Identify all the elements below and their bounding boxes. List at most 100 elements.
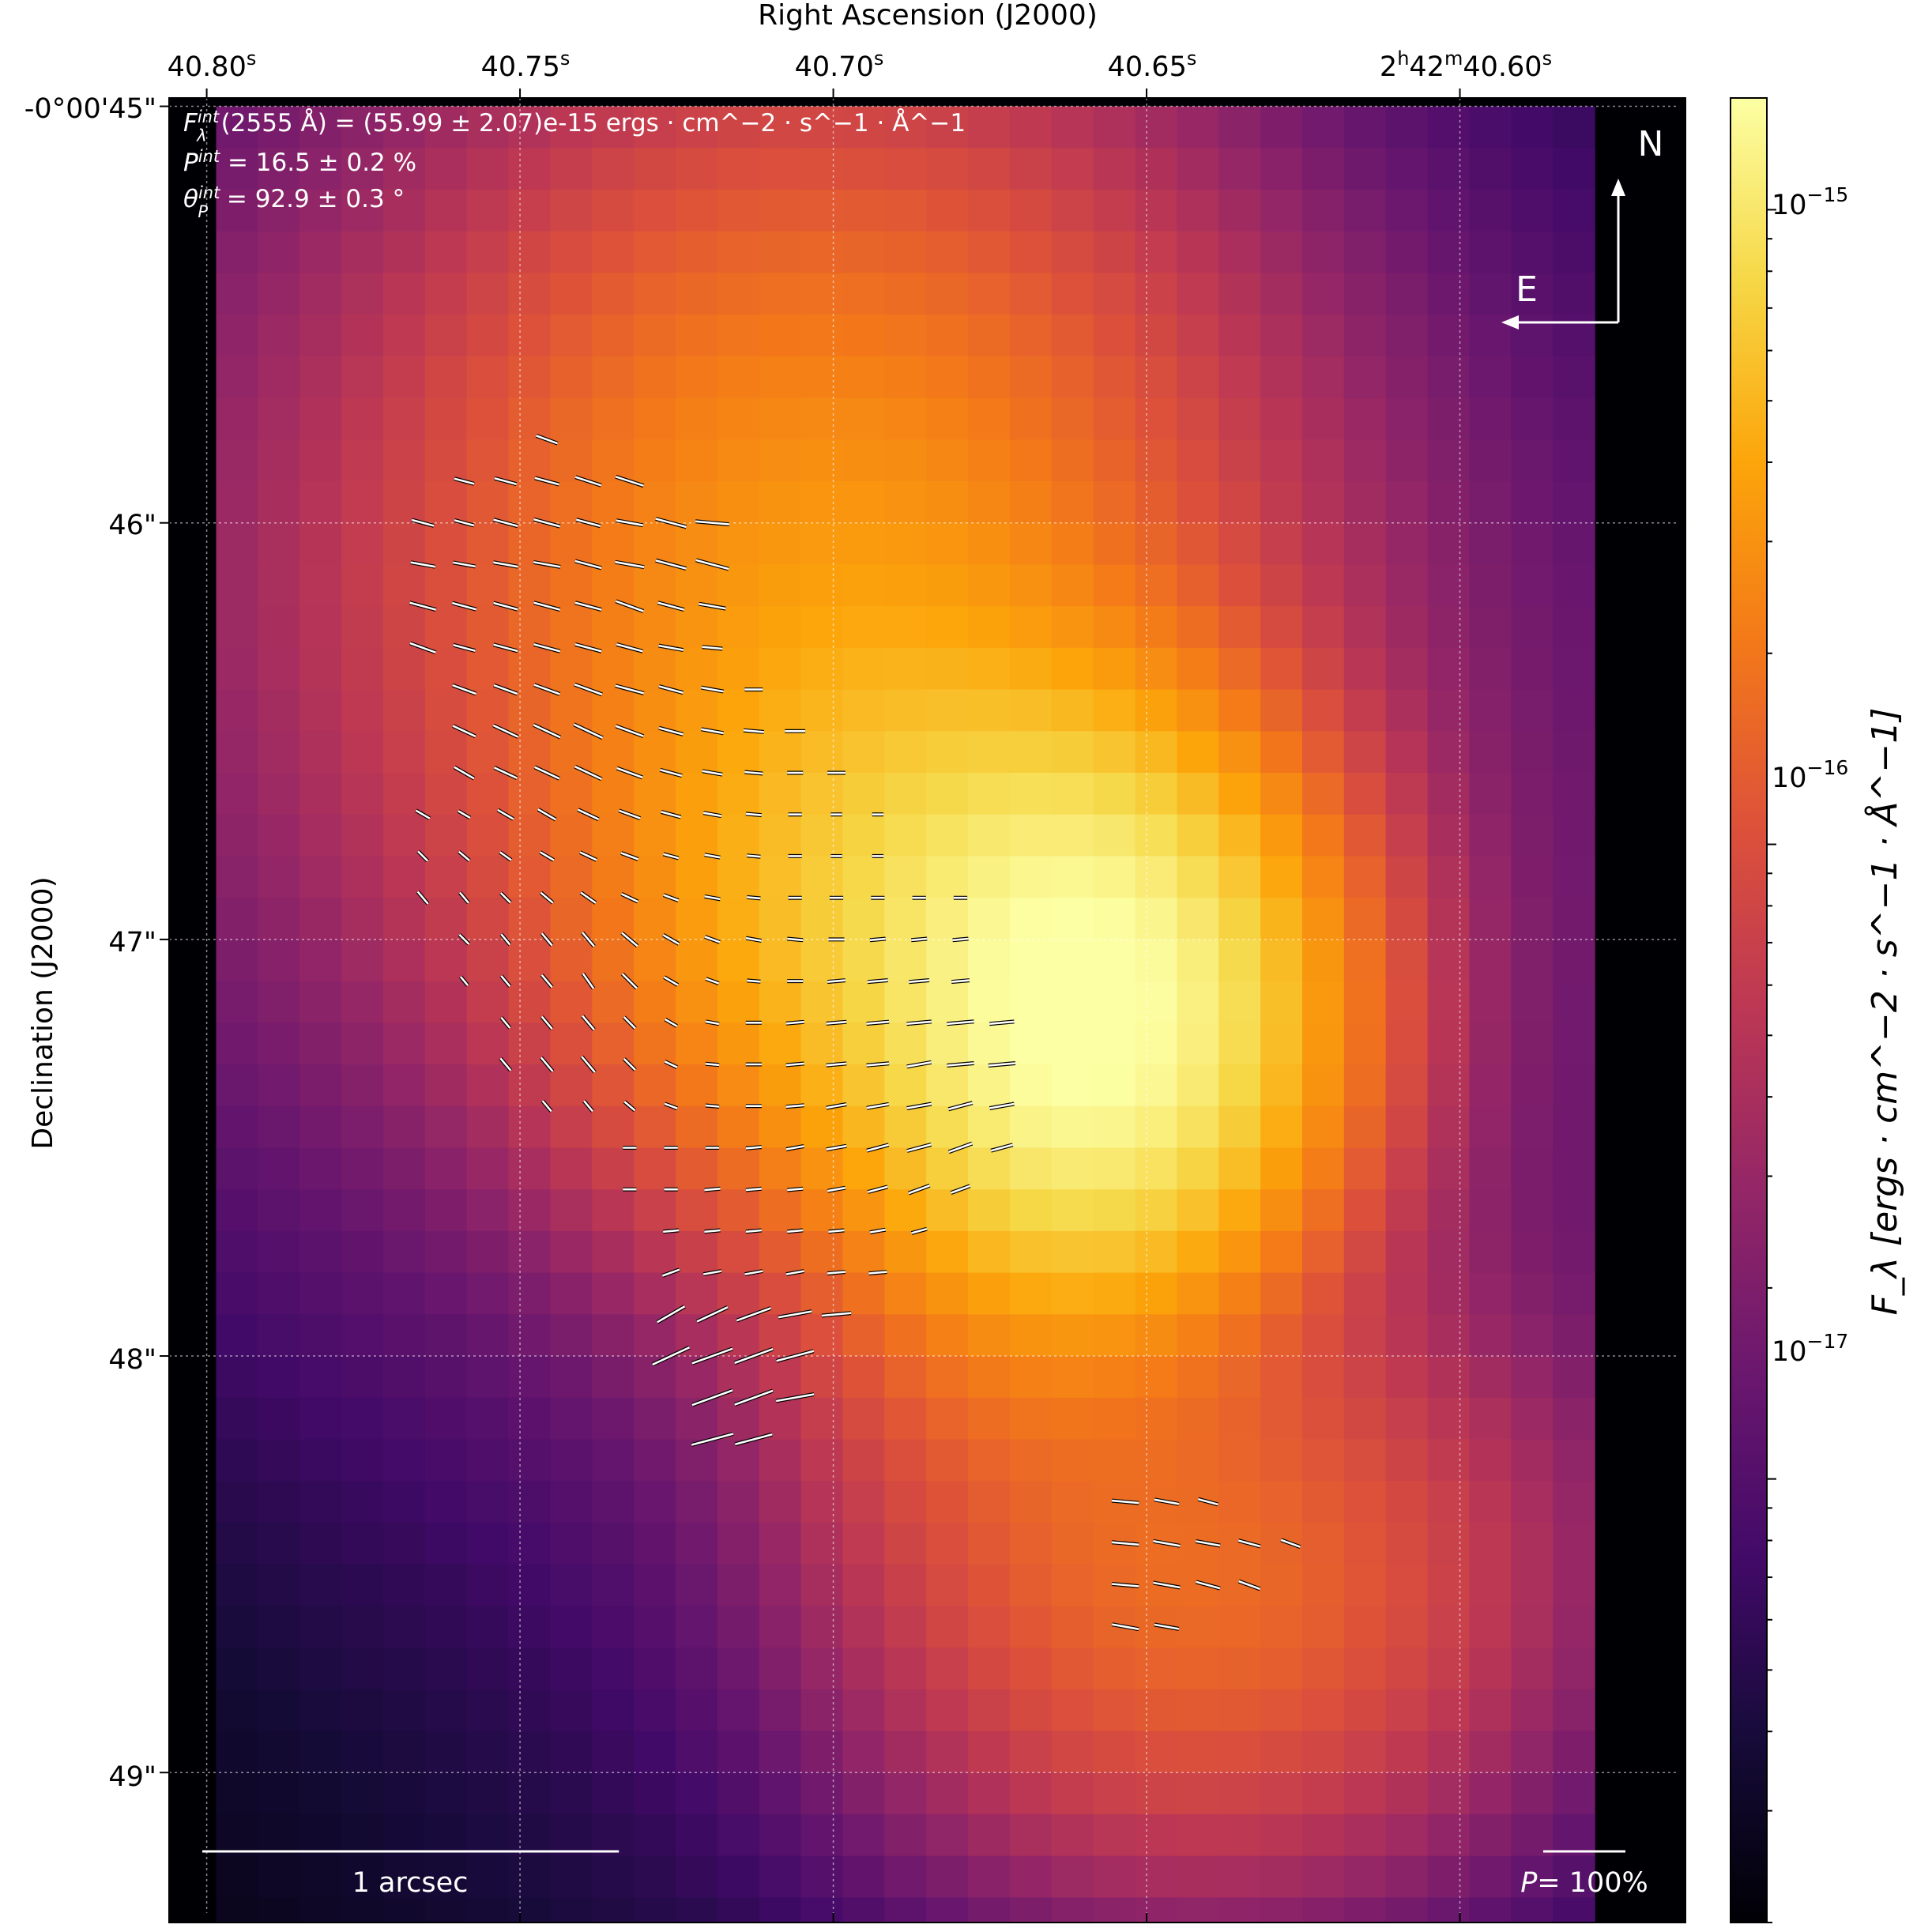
polarization-vector [1111,1583,1139,1587]
flux-pixel [424,106,468,149]
flux-pixel [1093,1230,1136,1274]
flux-pixel [382,1439,426,1482]
flux-pixel [382,1648,426,1690]
flux-pixel [299,981,342,1023]
flux-pixel [800,1689,844,1732]
flux-pixel [676,356,718,399]
flux-pixel [466,273,510,315]
flux-pixel [968,1731,1011,1773]
flux-pixel [592,1731,635,1773]
polarization-vector [453,561,476,568]
polarization-vector [701,686,724,693]
flux-pixel [299,1314,342,1357]
flux-pixel [968,1564,1011,1606]
flux-pixel [1302,981,1345,1023]
flux-pixel [550,190,593,232]
flux-pixel [508,273,551,315]
flux-pixel [466,564,510,607]
flux-pixel [1093,273,1136,315]
polarization-vectors [409,434,1301,1632]
flux-pixel [1093,1439,1136,1482]
flux-pixel [341,1272,384,1315]
flux-heatmap [216,106,1595,1923]
flux-pixel [1385,1481,1429,1523]
flux-pixel [1385,939,1429,982]
flux-pixel [1260,689,1303,732]
flux-pixel [1093,190,1136,232]
flux-pixel [1302,522,1345,565]
flux-pixel [1177,1272,1219,1315]
flux-pixel [800,1397,844,1441]
flux-pixel [800,273,844,315]
flux-pixel [1469,1813,1512,1857]
flux-pixel [216,1772,258,1815]
flux-pixel [550,856,593,898]
flux-pixel [926,231,969,273]
colorbar-frame [1730,97,1768,1923]
flux-pixel [550,1230,593,1274]
flux-pixel [1511,1147,1554,1190]
flux-pixel [424,1897,468,1923]
x-tick-label: 40.75s [481,47,571,83]
flux-pixel [968,1606,1011,1648]
flux-pixel [258,1897,300,1923]
flux-pixel [884,481,927,524]
polarization-vector [499,1057,512,1071]
flux-pixel [1511,522,1554,565]
flux-pixel [550,1564,593,1606]
flux-pixel [1553,1189,1595,1232]
flux-pixel [1511,1105,1554,1148]
flux-pixel [1260,148,1303,190]
flux-pixel [1302,1439,1345,1482]
flux-pixel [258,1813,300,1857]
polarization-vector [541,1100,552,1113]
flux-pixel [424,1272,468,1315]
flux-pixel [1511,981,1554,1023]
flux-pixel [592,314,635,357]
polarization-vector [747,854,761,858]
polarization-scale: P= 100% [1520,1850,1648,1899]
flux-pixel [884,898,927,940]
polarization-vector [574,766,602,781]
flux-pixel [1553,1439,1595,1482]
flux-pixel [1260,1064,1303,1107]
flux-pixel [1177,106,1219,149]
flux-pixel [634,856,676,898]
polarization-vector [660,769,683,777]
flux-pixel [1093,1855,1136,1898]
polarization-vector [1196,1540,1221,1547]
polarization-vector [623,1016,636,1030]
flux-pixel [1218,1772,1261,1815]
flux-pixel [1260,1897,1303,1923]
polarization-vector [615,560,645,568]
flux-pixel [884,356,927,399]
flux-pixel [466,1314,510,1357]
flux-pixel [1135,1022,1177,1065]
polarization-vector [618,809,641,819]
north-arrow-head [1611,179,1625,196]
flux-pixel [1051,1272,1094,1315]
flux-pixel [1135,1105,1177,1148]
flux-pixel [299,606,342,649]
flux-pixel [968,647,1011,691]
flux-pixel [1093,814,1136,857]
polarization-vector [615,600,644,612]
flux-pixel [1385,522,1429,565]
flux-pixel [926,1564,969,1606]
flux-pixel [1260,1272,1303,1315]
flux-pixel [1218,1356,1261,1399]
flux-pixel [968,522,1011,565]
flux-pixel [341,273,384,315]
flux-pixel [968,939,1011,982]
flux-pixel [258,106,300,149]
flux-pixel [1218,1147,1261,1190]
flux-pixel [800,1439,844,1482]
polarization-vector [747,896,761,900]
flux-pixel [759,106,802,149]
flux-pixel [341,148,384,190]
polarization-vector [623,1058,636,1071]
flux-pixel [884,1064,927,1107]
polarization-vector [744,770,763,775]
flux-pixel [1427,1897,1471,1923]
flux-pixel [1177,1648,1219,1690]
